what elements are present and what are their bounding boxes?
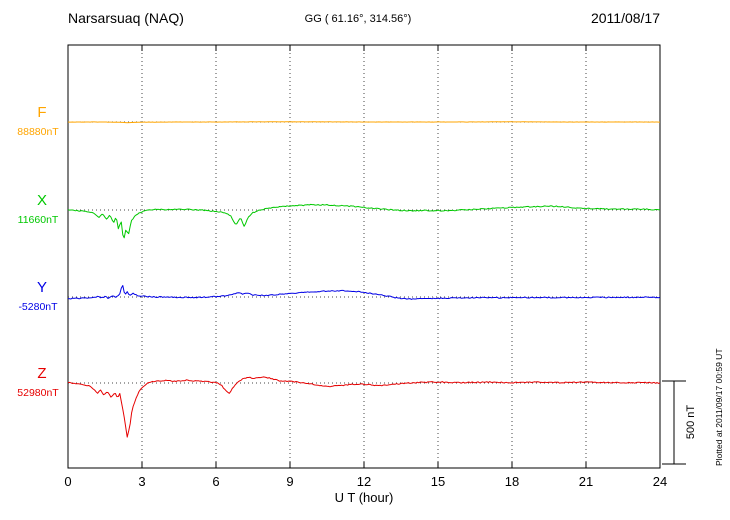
plotted-note: Plotted at 2011/09/17 00:59 UT xyxy=(714,348,724,466)
geographic-coords-label: GG ( 61.16°, 314.56°) xyxy=(304,13,412,25)
x-tick-label: 24 xyxy=(653,474,667,489)
x-tick-label: 3 xyxy=(138,474,145,489)
series-letter-F: F xyxy=(37,104,47,121)
series-baseline-value-Z: 52980nT xyxy=(17,387,59,399)
series-baseline-value-X: 11660nT xyxy=(17,214,59,226)
series-letter-Z: Z xyxy=(37,365,47,382)
x-tick-label: 18 xyxy=(505,474,519,489)
series-baseline-value-F: 88880nT xyxy=(17,126,59,138)
plot-border xyxy=(67,44,661,469)
station-title: Narsarsuaq (NAQ) xyxy=(68,10,184,26)
scale-bar-label: 500 nT xyxy=(685,405,697,440)
x-tick-label: 6 xyxy=(212,474,219,489)
series-letter-X: X xyxy=(36,192,47,209)
series-letter-Y: Y xyxy=(36,279,47,296)
scale-bar: 500 nT xyxy=(662,380,697,465)
x-tick-label: 21 xyxy=(579,474,593,489)
x-axis-label: U T (hour) xyxy=(334,490,394,505)
x-tick-label: 12 xyxy=(357,474,371,489)
date-label: 2011/08/17 xyxy=(590,10,660,26)
x-tick-label: 15 xyxy=(431,474,445,489)
trace-F xyxy=(67,121,660,124)
trace-Y xyxy=(67,285,661,300)
series-baseline-value-Y: -5280nT xyxy=(18,301,58,313)
x-tick-label: 0 xyxy=(64,474,71,489)
x-tick-label: 9 xyxy=(286,474,293,489)
trace-Z xyxy=(67,376,661,438)
trace-X xyxy=(67,203,660,239)
